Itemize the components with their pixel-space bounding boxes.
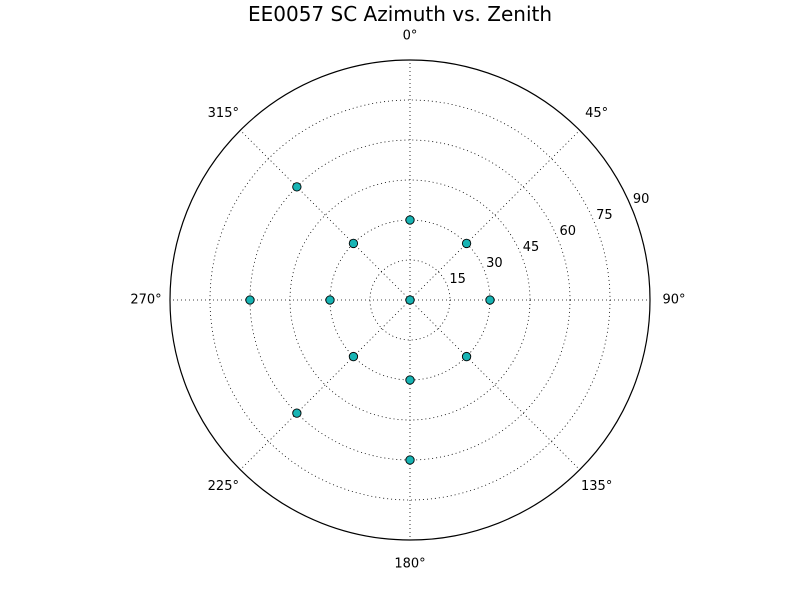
theta-tick-label-180: 180° [394, 557, 425, 572]
data-point [245, 295, 255, 305]
data-point [405, 455, 415, 465]
angular-gridline-45 [409, 130, 580, 301]
data-point [405, 215, 415, 225]
r-tick-label-30: 30 [486, 256, 503, 271]
data-point [405, 295, 415, 305]
polar-frame [169, 59, 651, 541]
r-tick-label-90: 90 [633, 192, 650, 207]
theta-tick-label-45: 45° [585, 106, 608, 121]
data-point [325, 295, 335, 305]
angular-gridline-315 [240, 130, 411, 301]
theta-tick-label-90: 90° [662, 293, 685, 308]
theta-tick-label-135: 135° [581, 479, 612, 494]
grid-layer [170, 60, 650, 540]
theta-tick-label-270: 270° [130, 293, 161, 308]
data-point [485, 295, 495, 305]
data-point [405, 375, 415, 385]
data-point [292, 408, 302, 418]
chart-title: EE0057 SC Azimuth vs. Zenith [247, 2, 553, 26]
data-point [461, 238, 472, 249]
point-layer [245, 182, 495, 465]
label-layer: 0° 45° 90° 135° 180° 225° 270° 315° 15 30 45 60 75 90 [130, 29, 685, 572]
theta-tick-label-315: 315° [208, 106, 239, 121]
angular-gridline-135 [409, 299, 580, 470]
r-tick-label-60: 60 [559, 224, 576, 239]
r-tick-label-75: 75 [596, 208, 613, 223]
r-tick-label-45: 45 [523, 240, 540, 255]
data-point [292, 182, 302, 192]
r-tick-label-15: 15 [449, 272, 466, 287]
theta-tick-label-0: 0° [403, 29, 418, 44]
frame-layer [169, 59, 651, 541]
theta-tick-label-225: 225° [208, 479, 239, 494]
angular-gridline-225 [240, 299, 411, 470]
data-point [461, 351, 472, 362]
data-point [348, 238, 359, 249]
data-point [348, 351, 359, 362]
